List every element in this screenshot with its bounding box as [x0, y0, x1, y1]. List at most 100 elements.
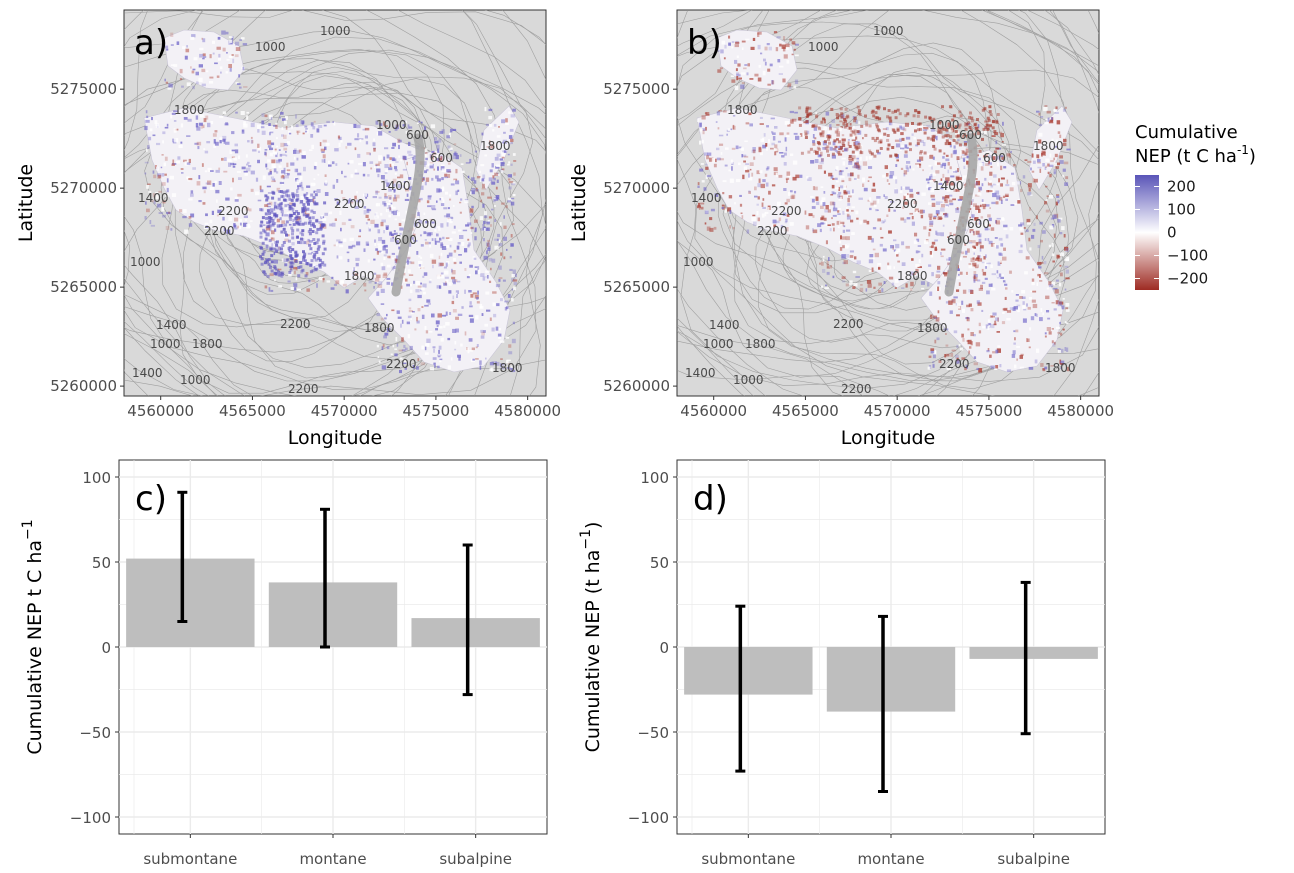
nep-pixel	[402, 359, 407, 363]
nep-pixel	[259, 185, 262, 190]
nep-pixel	[427, 221, 430, 226]
nep-pixel	[190, 213, 195, 218]
nep-pixel	[280, 251, 284, 255]
nep-pixel	[1045, 295, 1050, 300]
nep-pixel	[822, 141, 827, 146]
nep-pixel	[305, 194, 310, 198]
nep-pixel	[851, 150, 855, 154]
nep-pixel	[888, 121, 891, 126]
nep-pixel	[1002, 312, 1005, 314]
nep-pixel	[1062, 174, 1064, 178]
nep-pixel	[929, 220, 934, 225]
nep-pixel	[259, 245, 263, 249]
nep-pixel	[293, 266, 298, 270]
nep-pixel	[876, 124, 880, 128]
nep-pixel	[941, 135, 945, 139]
nep-pixel	[811, 124, 815, 128]
nep-pixel	[323, 263, 327, 267]
nep-pixel	[235, 82, 239, 85]
nep-pixel	[383, 335, 387, 339]
nep-pixel	[161, 182, 166, 186]
nep-pixel	[345, 289, 349, 294]
nep-pixel	[278, 158, 282, 162]
nep-pixel	[1049, 225, 1054, 230]
nep-pixel	[467, 175, 470, 179]
nep-pixel	[944, 164, 946, 169]
nep-pixel	[1010, 150, 1012, 153]
nep-pixel	[937, 286, 940, 291]
nep-pixel	[257, 124, 261, 129]
nep-pixel	[713, 163, 717, 168]
nep-pixel	[853, 116, 857, 120]
nep-pixel	[833, 227, 835, 232]
nep-pixel	[850, 130, 853, 133]
nep-pixel	[432, 152, 436, 156]
nep-pixel	[915, 163, 920, 165]
nep-pixel	[269, 264, 273, 268]
nep-pixel	[700, 163, 704, 165]
nep-pixel	[396, 310, 400, 314]
nep-pixel	[510, 243, 514, 247]
nep-pixel	[508, 351, 513, 355]
nep-pixel	[302, 250, 305, 254]
nep-pixel	[375, 190, 379, 195]
nep-pixel	[1040, 116, 1044, 118]
nep-pixel	[204, 150, 209, 154]
nep-pixel	[988, 217, 992, 222]
nep-pixel	[278, 165, 282, 168]
nep-pixel	[322, 278, 325, 283]
nep-pixel	[440, 203, 445, 206]
nep-pixel	[481, 188, 486, 190]
nep-pixel	[905, 283, 908, 288]
nep-pixel	[748, 112, 752, 116]
nep-pixel	[378, 196, 382, 199]
nep-pixel	[331, 161, 335, 165]
nep-pixel	[474, 230, 477, 233]
nep-pixel	[1005, 287, 1008, 290]
y-tick-label: 0	[101, 639, 111, 657]
nep-pixel	[758, 146, 762, 150]
nep-pixel	[1028, 237, 1031, 242]
nep-pixel	[282, 191, 286, 194]
nep-pixel	[166, 48, 169, 51]
nep-pixel	[174, 138, 179, 143]
nep-pixel	[160, 166, 163, 169]
nep-pixel	[408, 177, 412, 180]
nep-pixel	[479, 177, 482, 182]
nep-pixel	[499, 158, 504, 161]
nep-pixel	[333, 121, 336, 126]
nep-pixel	[478, 269, 481, 274]
nep-pixel	[853, 141, 856, 147]
nep-pixel	[904, 201, 908, 205]
nep-pixel	[956, 207, 959, 210]
nep-pixel	[449, 312, 452, 315]
nep-pixel	[979, 188, 983, 191]
nep-pixel	[917, 266, 922, 268]
nep-pixel	[389, 231, 393, 234]
nep-pixel	[384, 125, 388, 127]
nep-pixel	[714, 193, 719, 197]
nep-pixel	[782, 212, 787, 216]
nep-pixel	[403, 366, 406, 368]
nep-pixel	[843, 225, 846, 228]
nep-pixel	[844, 147, 849, 151]
nep-pixel	[879, 147, 883, 150]
nep-pixel	[919, 163, 922, 168]
nep-pixel	[745, 163, 750, 165]
nep-pixel	[203, 56, 207, 58]
nep-pixel	[990, 184, 994, 188]
nep-pixel	[992, 156, 996, 160]
nep-pixel	[165, 45, 169, 49]
contour-label: 1000	[255, 40, 286, 54]
nep-pixel	[219, 115, 224, 118]
nep-pixel	[456, 294, 458, 298]
nep-pixel	[269, 114, 273, 119]
nep-pixel	[297, 257, 300, 259]
nep-pixel	[511, 223, 515, 226]
nep-pixel	[349, 203, 354, 206]
nep-pixel	[829, 127, 832, 131]
contour-label: 600	[959, 128, 982, 142]
nep-pixel	[288, 218, 292, 222]
nep-pixel	[443, 207, 448, 210]
nep-pixel	[841, 236, 847, 240]
